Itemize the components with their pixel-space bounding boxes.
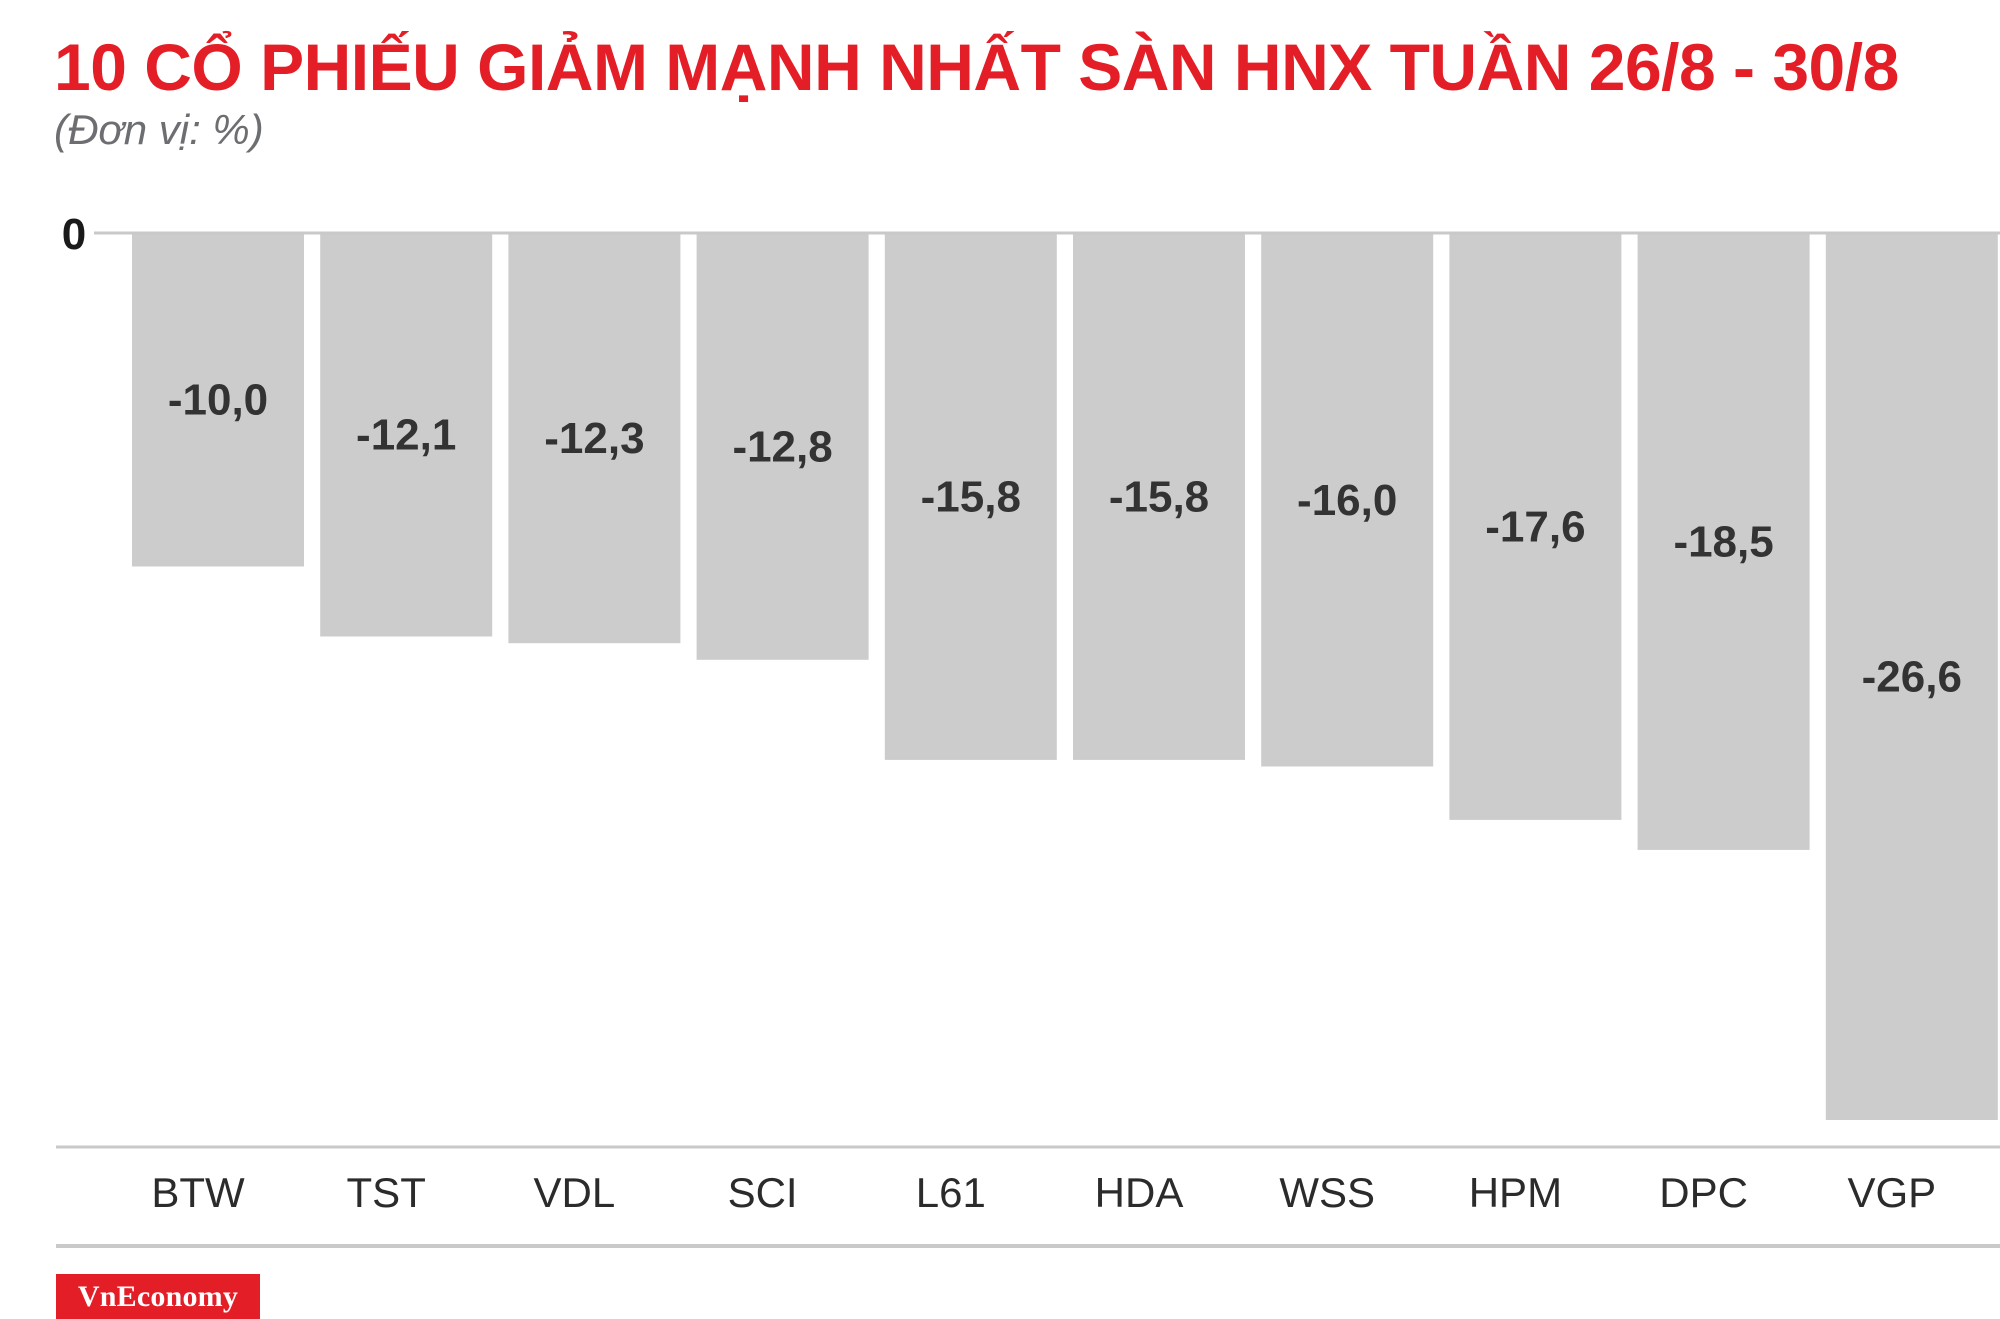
category-label-vgp: VGP — [1847, 1169, 1936, 1216]
chart-title: 10 CỔ PHIẾU GIẢM MẠNH NHẤT SÀN HNX TUẦN … — [54, 30, 1899, 104]
category-label-tst: TST — [347, 1169, 426, 1216]
value-label-hda: -15,8 — [1109, 472, 1209, 521]
category-label-hpm: HPM — [1469, 1169, 1562, 1216]
value-label-dpc: -18,5 — [1673, 517, 1773, 566]
category-labels-layer: BTW TST VDL SCI L61 HDA WSS HPM DPC VGP — [151, 1169, 1936, 1216]
brand-badge: VnEconomy — [56, 1274, 260, 1319]
bar-hpm — [1449, 233, 1622, 820]
value-label-l61: -15,8 — [921, 472, 1021, 521]
chart-unit: (Đơn vị: %) — [54, 106, 264, 153]
value-labels-layer: -10,0 -12,1 -12,3 -12,8 -15,8 -15,8 -16,0 -17,6… — [168, 376, 1962, 702]
category-label-sci: SCI — [728, 1169, 798, 1216]
bar-wss — [1261, 233, 1434, 767]
value-label-wss: -16,0 — [1297, 476, 1397, 525]
bar-l61 — [884, 233, 1057, 760]
category-label-hda: HDA — [1095, 1169, 1184, 1216]
zero-tick-label: 0 — [62, 210, 86, 259]
bar-tst — [320, 233, 493, 637]
bar-dpc — [1637, 233, 1810, 850]
category-label-btw: BTW — [151, 1169, 245, 1216]
category-label-l61: L61 — [916, 1169, 986, 1216]
bar-hda — [1073, 233, 1245, 760]
value-label-btw: -10,0 — [168, 376, 268, 425]
bars-layer — [132, 233, 1998, 1120]
bar-sci — [696, 233, 869, 660]
value-label-vdl: -12,3 — [544, 414, 644, 463]
value-label-sci: -12,8 — [732, 422, 832, 471]
category-label-dpc: DPC — [1659, 1169, 1748, 1216]
bar-vdl — [508, 233, 681, 644]
bar-vgp — [1825, 233, 1998, 1120]
category-label-vdl: VDL — [534, 1169, 616, 1216]
value-label-vgp: -26,6 — [1862, 653, 1962, 702]
brand-name: VnEconomy — [77, 1279, 239, 1313]
value-label-tst: -12,1 — [356, 411, 456, 460]
category-label-wss: WSS — [1279, 1169, 1375, 1216]
value-label-hpm: -17,6 — [1485, 502, 1585, 551]
bar-btw — [132, 233, 304, 567]
